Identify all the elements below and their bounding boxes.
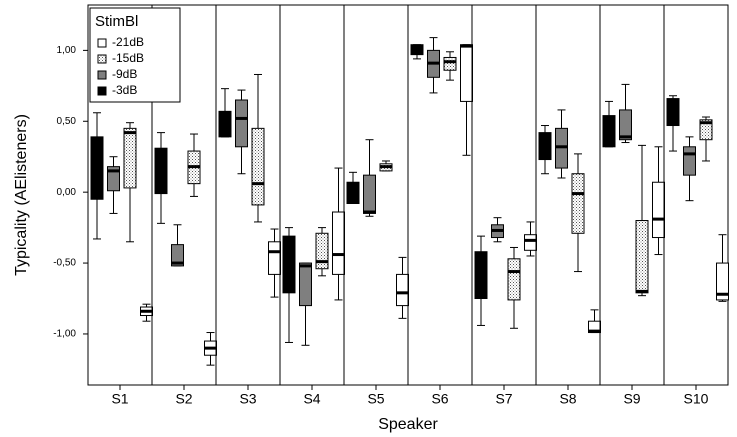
box <box>363 174 376 214</box>
box <box>410 44 424 56</box>
box <box>218 110 232 138</box>
x-tick-label: S8 <box>559 391 576 407</box>
box <box>396 273 409 307</box>
x-tick-label: S6 <box>431 391 448 407</box>
box <box>666 98 680 127</box>
y-tick-label: 1,00 <box>57 45 77 56</box>
legend-label: -15dB <box>112 51 144 65</box>
box <box>268 241 281 275</box>
legend-label: -9dB <box>112 67 137 81</box>
box <box>507 258 521 301</box>
box <box>602 115 616 148</box>
y-axis-label: Typicality (AElisteners) <box>13 114 30 276</box>
box <box>315 232 329 270</box>
box <box>699 119 713 141</box>
box <box>571 173 585 234</box>
x-axis-label: Speaker <box>378 416 438 433</box>
y-tick-label: 0,50 <box>57 116 77 127</box>
y-tick-label: -1,00 <box>53 329 76 340</box>
box <box>107 166 120 192</box>
x-tick-label: S7 <box>495 391 512 407</box>
box <box>652 181 665 239</box>
box <box>460 44 473 102</box>
box <box>235 99 248 148</box>
legend-swatch <box>97 54 107 64</box>
y-tick-label: 0,00 <box>57 187 77 198</box>
box <box>171 244 184 267</box>
x-tick-label: S3 <box>239 391 256 407</box>
x-tick-label: S5 <box>367 391 384 407</box>
box <box>90 136 104 200</box>
legend-swatch <box>97 38 107 48</box>
box <box>524 234 537 251</box>
x-tick-label: S9 <box>623 391 640 407</box>
box <box>716 262 729 301</box>
x-tick-label: S4 <box>303 391 320 407</box>
box <box>683 146 696 176</box>
y-tick-label: -0,50 <box>53 258 76 269</box>
legend-swatch <box>97 70 107 80</box>
x-tick-label: S1 <box>111 391 128 407</box>
box <box>443 56 457 71</box>
box <box>474 251 488 300</box>
box <box>299 262 312 307</box>
legend-label: -3dB <box>112 83 137 97</box>
box <box>332 211 345 275</box>
box <box>251 127 265 206</box>
legend-label: -21dB <box>112 35 144 49</box>
x-tick-label: S2 <box>175 391 192 407</box>
legend-title: StimBl <box>95 13 138 30</box>
legend-swatch <box>97 86 107 96</box>
box <box>619 109 632 141</box>
x-tick-label: S10 <box>684 391 709 407</box>
box <box>635 220 649 294</box>
box <box>123 127 137 189</box>
